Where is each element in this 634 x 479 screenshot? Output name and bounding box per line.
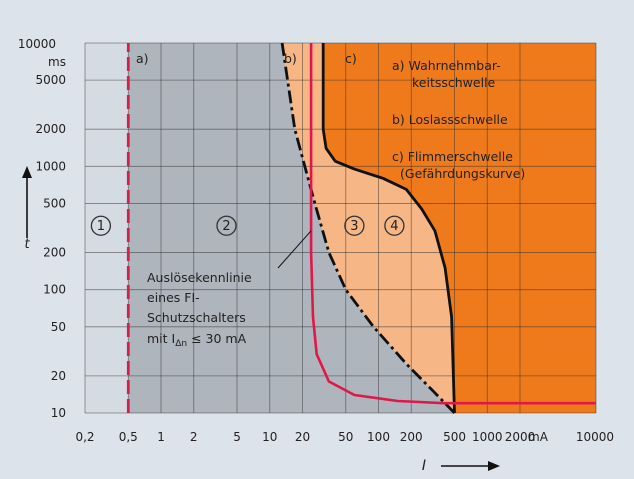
zone-circle-1 — [90, 215, 112, 236]
x-axis-label: I — [422, 458, 426, 474]
x-axis-arrow — [441, 461, 500, 471]
zone-circle-4 — [384, 215, 405, 236]
x-tick-label-7: 50 — [338, 430, 353, 444]
x-tick-label-0: 0,2 — [75, 430, 94, 444]
y-unit-label: ms — [48, 55, 66, 69]
y-tick-label-2: 50 — [51, 320, 66, 334]
x-tick-label-5: 10 — [262, 430, 277, 444]
y-tick-label-4: 200 — [43, 246, 66, 260]
y-axis-label: t — [24, 237, 30, 252]
x-tick-label-8: 100 — [367, 430, 390, 444]
x-tick-label-9: 200 — [400, 430, 423, 444]
legend: a) Wahrnehmbar- keitsschwelle b) Loslass… — [392, 58, 525, 181]
y-tick-label-0: 10 — [51, 406, 66, 420]
y-tick-label-3: 100 — [43, 283, 66, 297]
curve-1 — [280, 42, 456, 414]
legend-b: b) Loslassschwelle — [392, 112, 508, 127]
annotation-line4-suffix: ≤ 30 mA — [187, 331, 246, 346]
legend-c-line2: (Gefährdungskurve) — [400, 166, 525, 181]
legend-a-line2: keitsschwelle — [412, 75, 496, 90]
y-tick-top-label: 10000 — [18, 37, 56, 51]
x-tick-label-6: 20 — [295, 430, 310, 444]
legend-a-line1: a) Wahrnehmbar- — [392, 58, 501, 73]
zone-circle-3 — [344, 215, 365, 236]
x-tick-label-1: 0,5 — [119, 430, 138, 444]
zone-label-4: 4 — [390, 219, 398, 234]
annotation-line3: Schutzschalters — [147, 310, 246, 325]
zone-label-1: 1 — [97, 219, 105, 234]
zone-4-area — [323, 43, 596, 413]
curve-2 — [321, 43, 456, 414]
x-tick-label-10: 500 — [443, 430, 466, 444]
legend-c-line1: c) Flimmerschwelle — [392, 149, 513, 164]
x-tick-label-12: 2000 — [505, 430, 536, 444]
zone-label-2: 2 — [222, 219, 230, 234]
y-tick-label-1: 20 — [51, 369, 66, 383]
x-tick-label-11: 1000 — [472, 430, 503, 444]
annotation-line4-subscript: Δn — [175, 339, 187, 349]
y-tick-label-8: 5000 — [35, 73, 66, 87]
annotation-line1: Auslösekennlinie — [147, 270, 252, 285]
x-tick-label-2: 1 — [157, 430, 165, 444]
zone-label-3: 3 — [350, 219, 358, 234]
x-unit-label: mA — [528, 430, 549, 444]
annotation: Auslösekennlinie eines FI- Schutzschalte… — [147, 270, 252, 349]
y-tick-label-7: 2000 — [35, 122, 66, 136]
zone-circle-2 — [216, 215, 237, 236]
zone-2-area — [128, 43, 455, 413]
x-tick-label-4: 5 — [233, 430, 241, 444]
curve-label-a: a) — [136, 51, 149, 66]
curve-label-b: b) — [284, 51, 297, 66]
y-tick-label-6: 1000 — [35, 159, 66, 173]
annotation-pointer-line — [277, 230, 312, 269]
x-tick-label-3: 2 — [190, 430, 198, 444]
annotation-line4: mit IΔn ≤ 30 mA — [147, 331, 247, 349]
curve-3 — [309, 43, 596, 405]
x-tick-label-last: 10000 — [576, 430, 614, 444]
annotation-line2: eines FI- — [147, 290, 200, 305]
curve-label-c: c) — [345, 51, 357, 66]
y-tick-label-5: 500 — [43, 196, 66, 210]
y-axis-arrow — [22, 166, 32, 238]
annotation-line4-prefix: mit I — [147, 331, 175, 346]
